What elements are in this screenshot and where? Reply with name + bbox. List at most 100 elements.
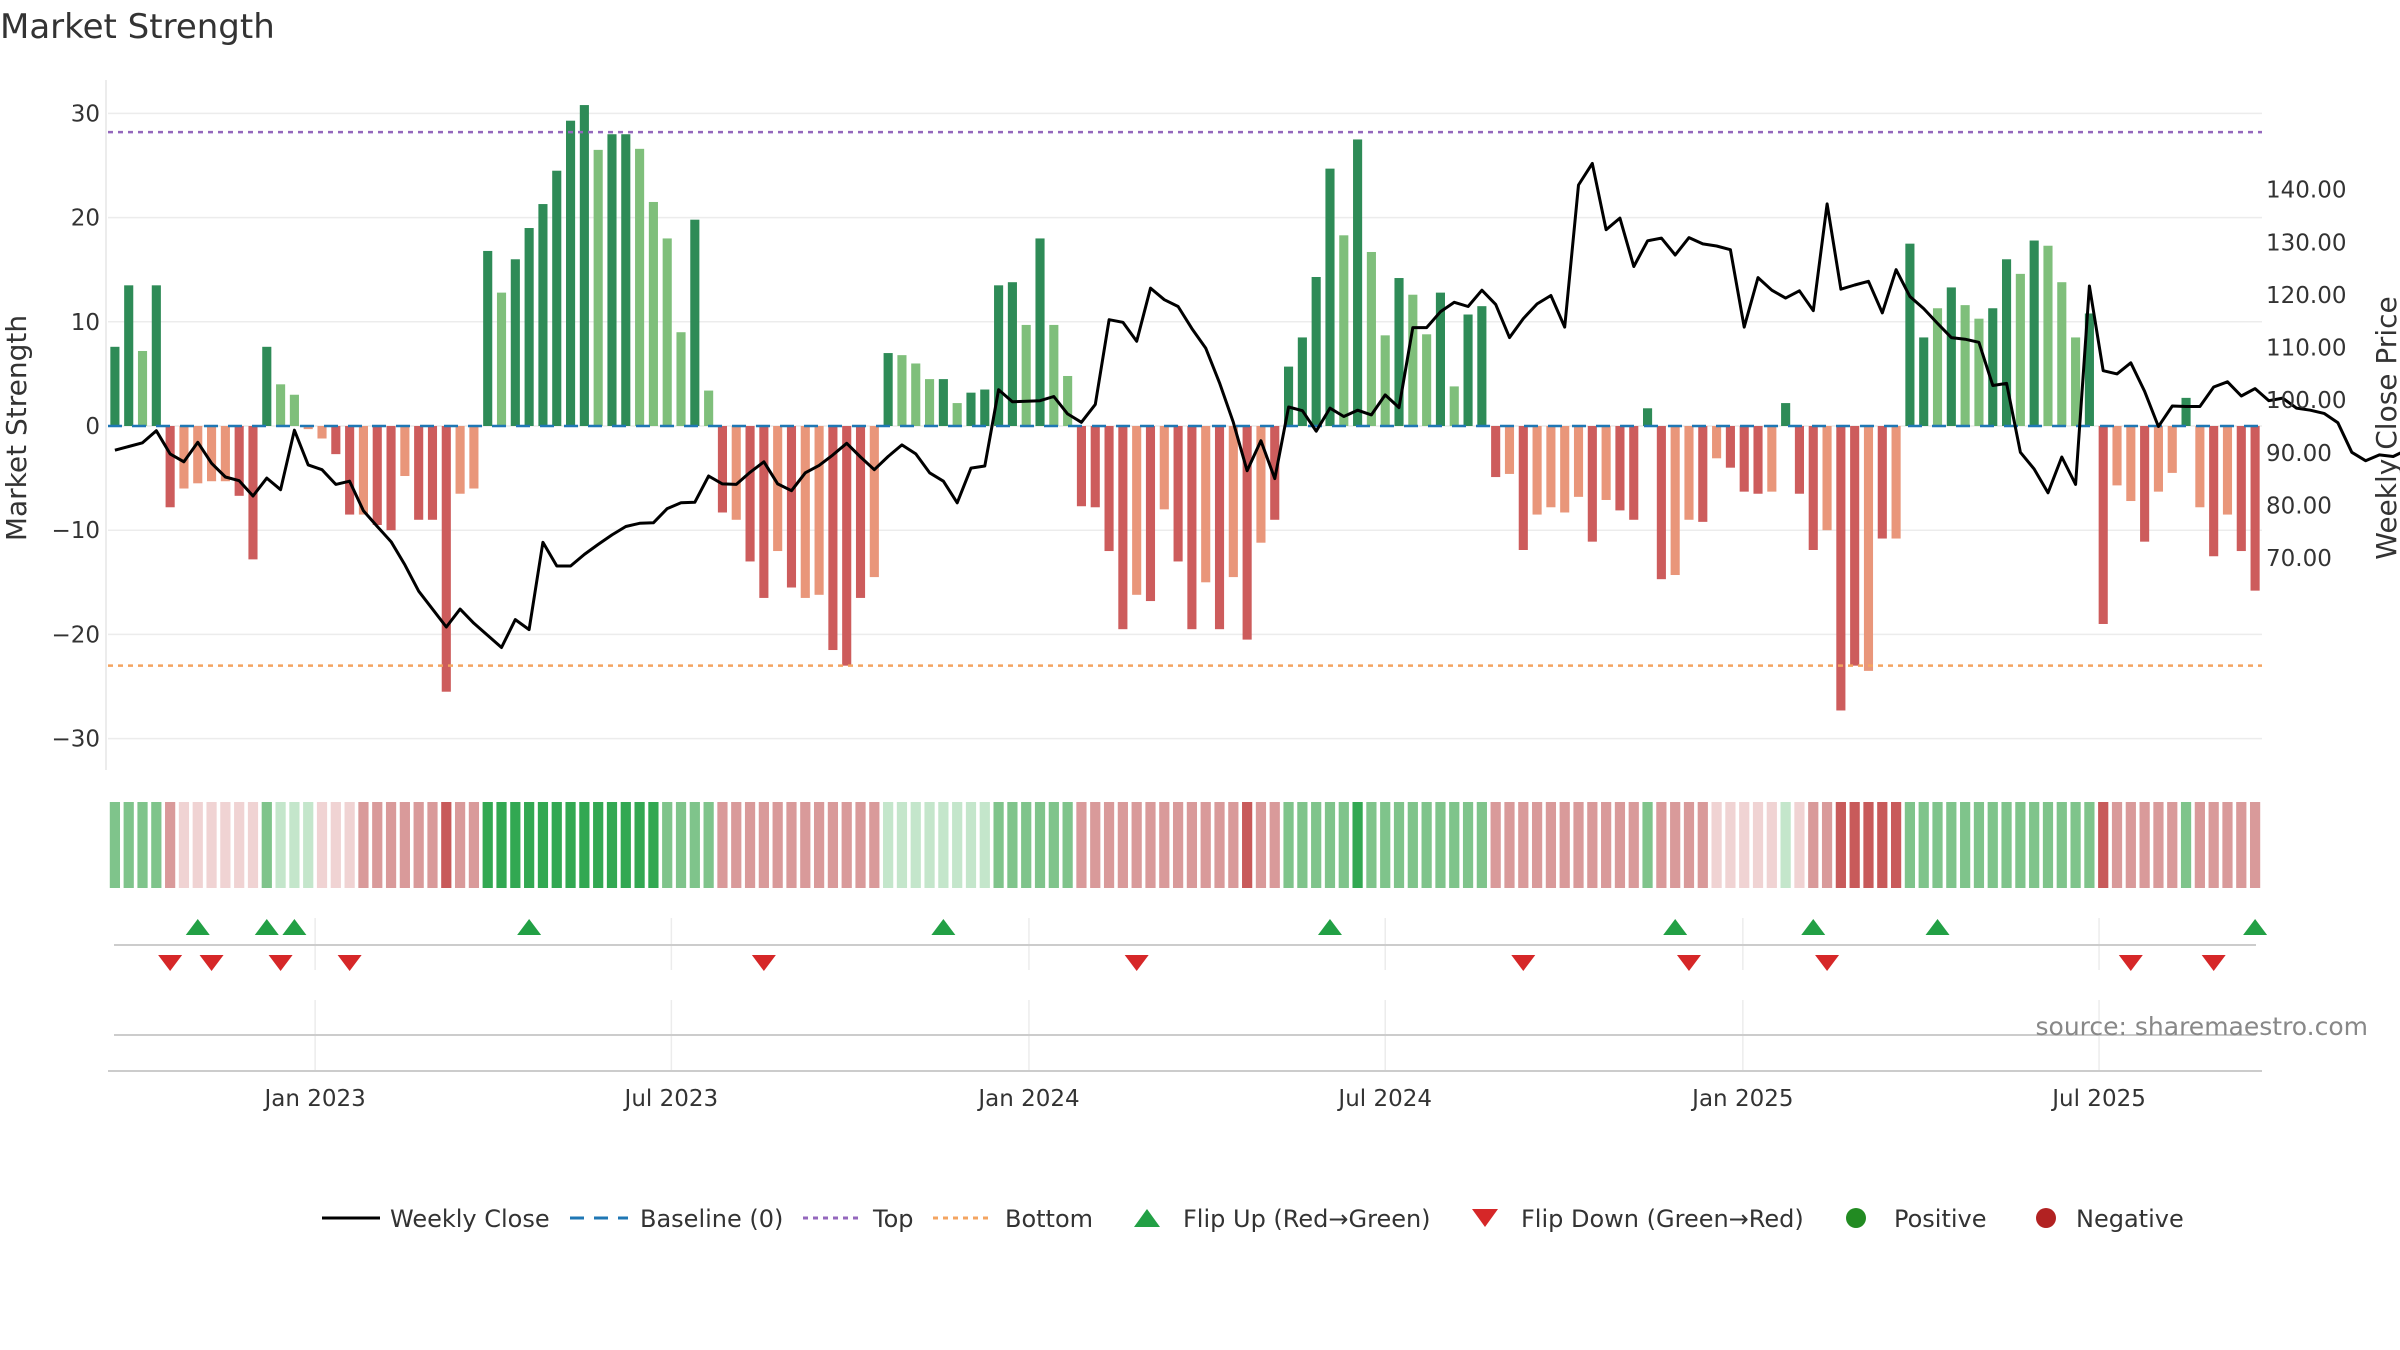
strength-bar: [1698, 426, 1708, 522]
strength-bar: [1325, 168, 1335, 426]
flip-down-marker: [1124, 955, 1149, 971]
left-tick-label: −30: [51, 727, 100, 753]
heatmap-cell: [1918, 802, 1929, 888]
strength-bar: [1132, 426, 1142, 595]
strength-bar: [1836, 426, 1846, 711]
heatmap-cell: [413, 802, 424, 888]
legend-label: Bottom: [1005, 1205, 1093, 1233]
heatmap-cell: [1034, 802, 1046, 888]
strength-bar: [1974, 318, 1984, 426]
strength-bar: [538, 204, 548, 426]
heatmap-cell: [1159, 802, 1170, 888]
strength-bar: [2112, 426, 2122, 486]
strength-bar: [1877, 426, 1887, 539]
strength-bar: [745, 426, 755, 562]
heatmap-cell: [1656, 802, 1667, 888]
strength-bar: [1214, 426, 1225, 630]
right-tick-label: 100.00: [2266, 388, 2346, 414]
heatmap-cell: [496, 802, 507, 888]
heatmap-cell: [1697, 802, 1708, 888]
heatmap-cell: [1090, 802, 1101, 888]
heatmap-cell: [1559, 802, 1570, 888]
heatmap-cell: [2222, 802, 2233, 888]
heatmap-cell: [1932, 802, 1943, 888]
heatmap-cell: [385, 802, 397, 888]
heatmap-cell: [1877, 802, 1888, 888]
heatmap-cell: [2167, 802, 2178, 888]
strength-bar: [621, 134, 631, 427]
heatmap-cell: [938, 802, 949, 888]
flip-down-marker: [2201, 955, 2226, 971]
heatmap-cell: [648, 802, 659, 888]
flip-markers: [158, 919, 2268, 971]
heatmap-cell: [717, 802, 728, 888]
heatmap-cell: [1297, 802, 1308, 888]
heatmap-cell: [1849, 802, 1860, 888]
heatmap-cell: [1904, 802, 1916, 888]
strength-bar: [579, 105, 589, 427]
strength-bar: [262, 346, 272, 426]
strength-bar: [1021, 324, 1031, 426]
heatmap-cell: [2194, 802, 2205, 888]
price-line-group: [114, 161, 2400, 649]
flip-down-marker: [268, 955, 293, 971]
flip-up-marker: [1925, 919, 1950, 935]
heatmap-cell: [1821, 802, 1833, 888]
strength-bar: [1063, 375, 1073, 426]
strength-bar: [925, 379, 935, 426]
heatmap-cell: [261, 802, 272, 888]
strength-bar: [1712, 426, 1722, 459]
flip-down-marker: [1676, 955, 1701, 971]
reference-lines: [108, 130, 2262, 667]
heatmap-cell: [2153, 802, 2164, 888]
strength-bar: [994, 285, 1004, 426]
heatmap-cell: [1794, 802, 1805, 888]
flip-up-marker: [1317, 919, 1342, 935]
heatmap-cell: [482, 802, 493, 888]
flip-down-marker: [337, 955, 362, 971]
heatmap-cell: [206, 802, 217, 888]
strength-bar: [1380, 335, 1390, 426]
strength-bar: [1739, 426, 1749, 492]
legend-label: Weekly Close: [390, 1205, 550, 1233]
heatmap-cell: [441, 802, 452, 888]
heatmap-cell: [2208, 802, 2219, 888]
strength-bar: [648, 201, 658, 426]
strength-bar: [717, 426, 727, 513]
left-tick-label: 20: [71, 206, 100, 232]
heatmap-cell: [2139, 802, 2150, 888]
strength-bar: [800, 426, 810, 598]
strength-bar: [1422, 334, 1432, 426]
heatmap-cell: [2015, 802, 2026, 888]
strength-bar: [207, 426, 217, 482]
heatmap-cell: [1200, 802, 1211, 888]
right-tick-label: 90.00: [2266, 441, 2332, 467]
strength-bar: [1090, 426, 1100, 508]
heatmap-cell: [2125, 802, 2136, 888]
strength-bar: [814, 426, 824, 595]
strength-bar: [496, 292, 507, 426]
strength-bar: [2029, 240, 2039, 426]
x-tick-label: Jan 2024: [976, 1086, 1079, 1112]
strength-bar: [414, 426, 424, 520]
heatmap-cell: [1283, 802, 1294, 888]
left-tick-label: −10: [51, 518, 100, 544]
strength-bar: [1587, 426, 1597, 542]
strength-bar: [2153, 426, 2163, 492]
heatmap-cell: [620, 802, 631, 888]
heatmap-cell: [593, 802, 604, 888]
strength-bar: [1408, 294, 1418, 426]
strength-bar: [303, 426, 313, 430]
right-axis-title: Weekly Close Price: [2370, 296, 2400, 559]
heatmap-cell: [234, 802, 245, 888]
heatmap-cell: [275, 802, 286, 888]
heatmap-cell: [979, 802, 990, 888]
strength-bar: [2250, 426, 2260, 591]
strength-bar: [2084, 313, 2094, 426]
heatmap-cell: [1601, 802, 1612, 888]
strength-bar: [1822, 426, 1832, 531]
flip-down-marker: [2118, 955, 2143, 971]
heatmap-cell: [786, 802, 797, 888]
heatmap-cell: [1531, 802, 1543, 888]
heatmap-cell: [1987, 802, 1998, 888]
